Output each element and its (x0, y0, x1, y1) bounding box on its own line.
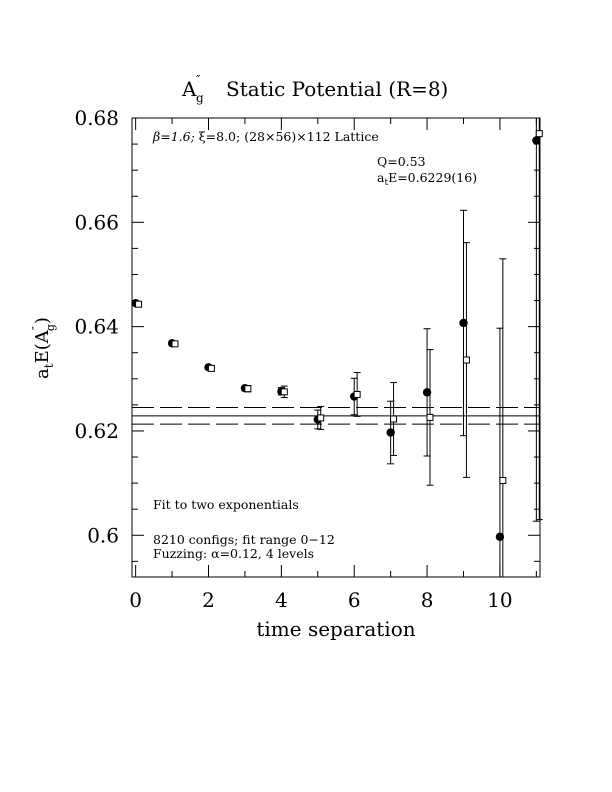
annotation-lattice-beta: β=1.6; (152, 129, 199, 144)
annotation-configs: 8210 configs; fit range 0−12 (153, 532, 335, 547)
annotation-fit-energy: atE=0.6229(16) (377, 170, 477, 188)
x-tick-label: 6 (348, 588, 361, 612)
title-rest: Static Potential (R=8) (226, 77, 448, 101)
annotation-lattice: β=1.6; ξ=8.0; (28×56)×112 Lattice (152, 129, 379, 144)
fit-energy-a: a (377, 170, 385, 185)
fit-lines (132, 406, 540, 425)
y-tick-label: 0.6 (87, 523, 119, 547)
data-point-square (426, 413, 434, 421)
data-point-circle (459, 318, 468, 328)
title-main: A (181, 77, 197, 101)
data-point-square (390, 415, 398, 423)
data-point-circle (386, 428, 395, 437)
data-point-square (135, 300, 143, 308)
x-tick-label: 4 (275, 588, 288, 612)
annotation-q: Q=0.53 (377, 154, 426, 169)
data-point-square (499, 477, 507, 485)
ylabel-t: t (42, 363, 56, 368)
y-tick-label: 0.64 (74, 315, 119, 339)
data-point-square (317, 414, 325, 422)
data-point-square (535, 130, 543, 138)
fit-energy-value: E=0.6229(16) (388, 170, 477, 185)
y-axis-label-text: atE(A″g) (30, 317, 57, 379)
x-tick-label: 0 (129, 588, 142, 612)
x-axis-label: time separation (256, 617, 415, 641)
title-sub: g (196, 91, 204, 105)
y-tick-label: 0.66 (74, 210, 119, 234)
ylabel-sub: g (44, 324, 57, 331)
annotation-lattice-rest: ξ=8.0; (28×56)×112 Lattice (199, 129, 379, 144)
plot-frame (131, 117, 541, 578)
data-point-circle (422, 388, 432, 397)
ylabel-mid: E(A (32, 329, 53, 363)
ylabel-sup: ″ (30, 326, 43, 330)
annotation-fuzzing: Fuzzing: α=0.12, 4 levels (153, 546, 314, 561)
data-point-square (462, 356, 470, 364)
data-point-square (353, 390, 361, 398)
data-point-circle (532, 136, 541, 145)
data-point-circle (495, 532, 505, 542)
data-point-square (280, 388, 288, 396)
axis-ticks (132, 117, 540, 577)
ylabel-pre: a (32, 368, 53, 379)
data-point-square (244, 385, 252, 393)
fit-energy-t: t (384, 178, 388, 188)
x-tick-label: 10 (487, 588, 512, 612)
y-axis-label: atE(A″g) (30, 317, 57, 379)
chart-title: A ″ g Static Potential (R=8) (181, 73, 448, 105)
annotations: β=1.6; ξ=8.0; (28×56)×112 Lattice Q=0.53… (152, 129, 477, 561)
title-sup: ″ (196, 73, 201, 87)
tick-labels: 0 2 4 6 8 10 0.6 0.62 0.64 0.66 0.68 (74, 106, 512, 612)
data-points (131, 118, 543, 577)
data-point-square (207, 364, 215, 372)
data-point-square (171, 340, 179, 348)
annotation-fit-type: Fit to two exponentials (153, 497, 299, 512)
x-tick-label: 8 (421, 588, 434, 612)
y-tick-label: 0.62 (74, 419, 119, 443)
y-tick-label: 0.68 (74, 106, 119, 130)
x-tick-label: 2 (202, 588, 215, 612)
ylabel-post: ) (32, 317, 53, 324)
